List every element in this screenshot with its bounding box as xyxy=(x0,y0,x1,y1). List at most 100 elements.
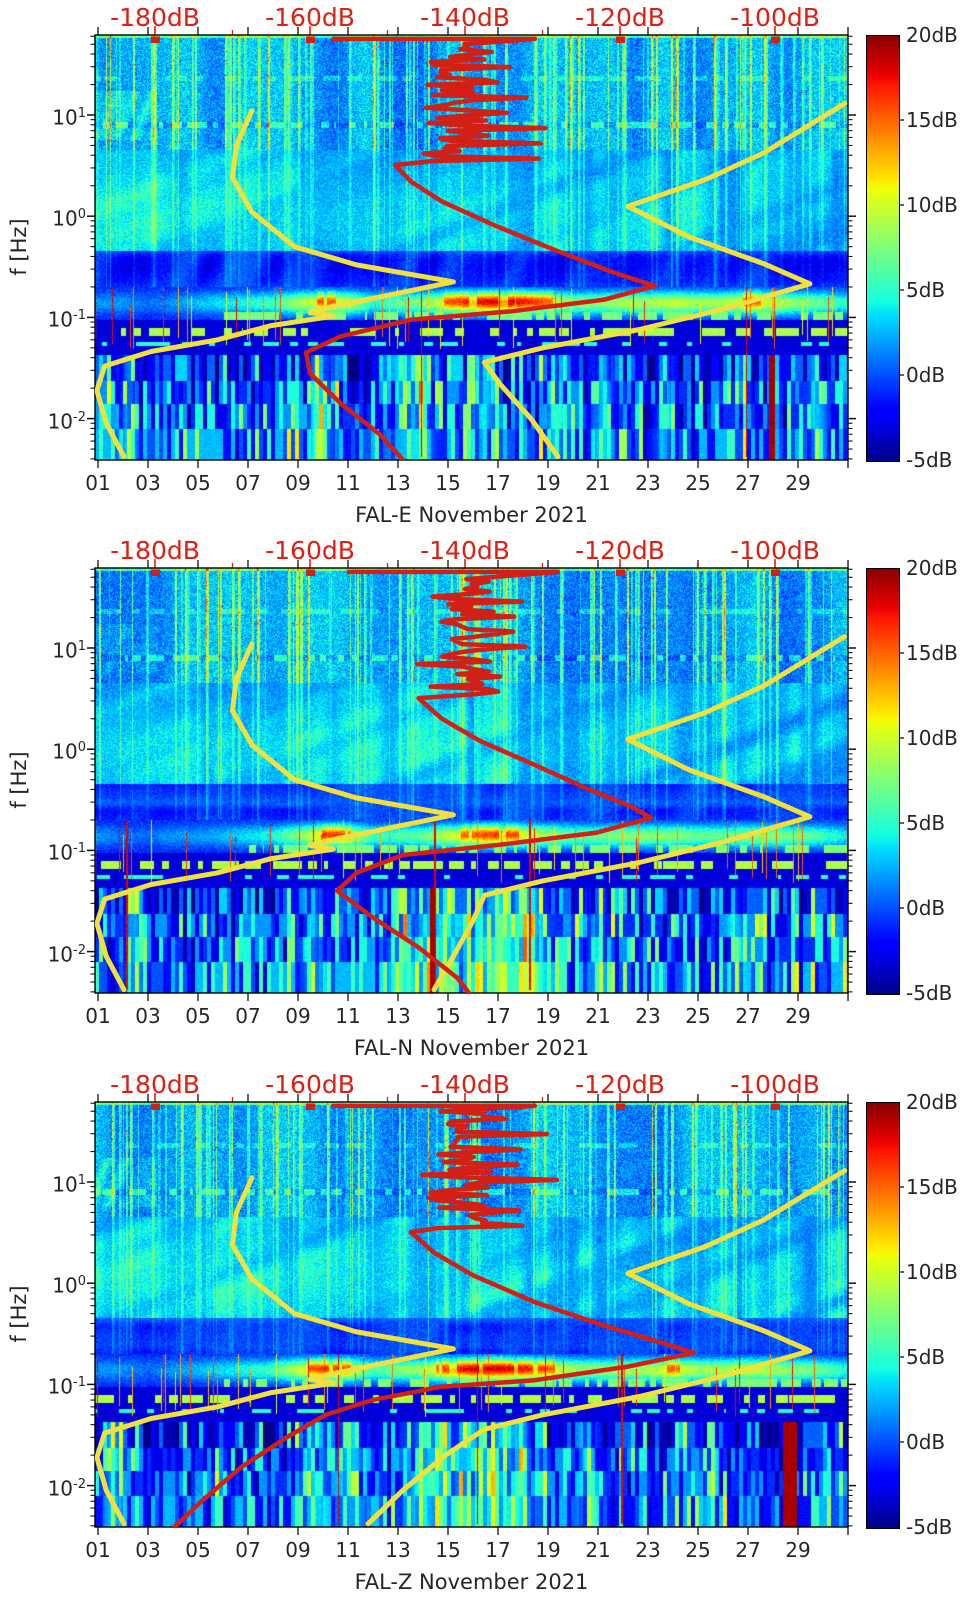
x-axis-tick-label: 29 xyxy=(785,471,811,495)
colorbar-tick-label: -5dB xyxy=(906,448,953,472)
colorbar-tick-label: 10dB xyxy=(906,1260,958,1284)
y-axis-label: f [Hz] xyxy=(7,1285,31,1343)
colorbar-tick-label: 20dB xyxy=(906,1090,958,1114)
colorbar-tick-label: 15dB xyxy=(906,1175,958,1199)
x-axis-tick-label: 07 xyxy=(235,1004,261,1028)
colorbar-tick-label: 10dB xyxy=(906,726,958,750)
y-axis-tick-label: 10-1 xyxy=(47,841,86,866)
top-axis-db-tick-label: -180dB xyxy=(110,1070,200,1099)
colorbar xyxy=(866,1102,900,1529)
x-axis-tick-label: 03 xyxy=(135,1538,161,1562)
colorbar-tick-label: -5dB xyxy=(906,981,953,1005)
x-axis-tick-label: 27 xyxy=(735,1538,761,1562)
y-axis-tick-label: 100 xyxy=(52,739,86,764)
y-axis-tick-label: 10-2 xyxy=(47,409,86,434)
x-axis-tick-label: 29 xyxy=(785,1004,811,1028)
x-axis-tick-label: 09 xyxy=(285,1538,311,1562)
y-axis-tick-label: 10-1 xyxy=(47,1375,86,1400)
y-tick-exponent: 1 xyxy=(77,639,86,654)
colorbar-tick-label: 5dB xyxy=(906,1345,946,1369)
x-axis-tick-label: 25 xyxy=(685,471,711,495)
y-tick-exponent: 0 xyxy=(77,740,86,756)
x-axis-tick-label: 27 xyxy=(735,1004,761,1028)
top-axis-db-tick-label: -120dB xyxy=(575,3,665,32)
x-axis-tick-label: 15 xyxy=(435,1538,461,1562)
x-axis-tick-label: 25 xyxy=(685,1004,711,1028)
y-axis-tick-label: 100 xyxy=(52,206,86,231)
y-tick-exponent: -2 xyxy=(73,1476,86,1492)
x-axis-tick-label: 17 xyxy=(485,1004,511,1028)
top-axis-db-tick-label: -140dB xyxy=(420,1070,510,1099)
top-axis-db-tick-label: -160dB xyxy=(265,1070,355,1099)
colorbar-tick-label: 20dB xyxy=(906,23,958,47)
x-axis-tick-label: 05 xyxy=(185,1004,211,1028)
top-axis-db-tick-label: -100dB xyxy=(730,536,820,565)
y-axis-tick-label: 101 xyxy=(52,638,86,663)
x-axis-tick-label: 25 xyxy=(685,1538,711,1562)
x-axis-tick-label: 19 xyxy=(535,471,561,495)
colorbar-tick-label: 20dB xyxy=(906,556,958,580)
x-axis-tick-label: 11 xyxy=(335,1538,361,1562)
x-axis-tick-label: 15 xyxy=(435,1004,461,1028)
y-axis-tick-label: 10-1 xyxy=(47,308,86,333)
top-axis-db-tick-label: -100dB xyxy=(730,1070,820,1099)
colorbar-tick-label: -5dB xyxy=(906,1515,953,1539)
y-tick-exponent: 0 xyxy=(77,207,86,223)
y-axis-tick-label: 101 xyxy=(52,1172,86,1197)
x-axis-tick-label: 07 xyxy=(235,471,261,495)
x-axis-tick-label: 13 xyxy=(385,471,411,495)
x-axis-tick-label: 01 xyxy=(85,1004,111,1028)
top-axis-db-tick-label: -120dB xyxy=(575,1070,665,1099)
x-axis-tick-label: 27 xyxy=(735,471,761,495)
x-axis-tick-label: 03 xyxy=(135,471,161,495)
y-axis-tick-label: 101 xyxy=(52,105,86,130)
x-axis-tick-label: 11 xyxy=(335,1004,361,1028)
top-axis-db-tick-label: -100dB xyxy=(730,3,820,32)
x-axis-tick-label: 19 xyxy=(535,1538,561,1562)
colorbar xyxy=(866,568,900,995)
y-tick-exponent: 0 xyxy=(77,1274,86,1290)
y-axis-tick-label: 100 xyxy=(52,1273,86,1298)
y-tick-exponent: 1 xyxy=(77,106,86,121)
y-tick-exponent: -2 xyxy=(73,409,86,425)
top-axis-db-tick-label: -140dB xyxy=(420,536,510,565)
x-axis-tick-label: 01 xyxy=(85,471,111,495)
panel-title: FAL-N November 2021 xyxy=(353,1036,590,1060)
y-axis-tick-label: 10-2 xyxy=(47,942,86,967)
y-tick-exponent: -1 xyxy=(73,1375,86,1391)
top-axis-db-tick-label: -160dB xyxy=(265,3,355,32)
x-axis-tick-label: 13 xyxy=(385,1538,411,1562)
colorbar-tick-label: 0dB xyxy=(906,363,946,387)
top-axis-db-tick-label: -160dB xyxy=(265,536,355,565)
colorbar-tick-label: 5dB xyxy=(906,278,946,302)
top-axis-db-tick-label: -180dB xyxy=(110,3,200,32)
x-axis-tick-label: 21 xyxy=(585,1004,611,1028)
x-axis-tick-label: 23 xyxy=(635,471,661,495)
colorbar-tick-label: 5dB xyxy=(906,811,946,835)
y-tick-exponent: 1 xyxy=(77,1173,86,1188)
panel-title: FAL-E November 2021 xyxy=(355,503,588,527)
x-axis-tick-label: 05 xyxy=(185,1538,211,1562)
colorbar-tick-label: 10dB xyxy=(906,193,958,217)
x-axis-tick-label: 23 xyxy=(635,1538,661,1562)
spectrogram-heatmap xyxy=(95,35,848,460)
x-axis-tick-label: 21 xyxy=(585,1538,611,1562)
top-axis-db-tick-label: -180dB xyxy=(110,536,200,565)
x-axis-tick-label: 19 xyxy=(535,1004,561,1028)
x-axis-tick-label: 17 xyxy=(485,471,511,495)
x-axis-tick-label: 15 xyxy=(435,471,461,495)
x-axis-tick-label: 03 xyxy=(135,1004,161,1028)
y-tick-exponent: -1 xyxy=(73,841,86,857)
y-axis-tick-label: 10-2 xyxy=(47,1476,86,1501)
spectrogram-heatmap xyxy=(95,568,848,993)
y-axis-label: f [Hz] xyxy=(7,218,31,276)
colorbar-tick-label: 0dB xyxy=(906,1430,946,1454)
x-axis-tick-label: 05 xyxy=(185,471,211,495)
colorbar xyxy=(866,35,900,462)
x-axis-tick-label: 17 xyxy=(485,1538,511,1562)
top-axis-db-tick-label: -140dB xyxy=(420,3,510,32)
y-tick-exponent: -2 xyxy=(73,942,86,958)
x-axis-tick-label: 07 xyxy=(235,1538,261,1562)
x-axis-tick-label: 21 xyxy=(585,471,611,495)
